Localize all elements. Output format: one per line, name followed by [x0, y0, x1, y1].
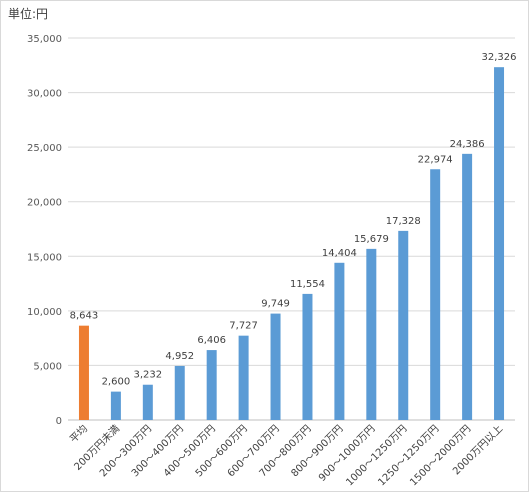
unit-label: 単位:円: [8, 7, 49, 21]
y-tick-label: 10,000: [27, 307, 62, 318]
data-label: 17,328: [386, 216, 421, 227]
bar: [430, 169, 441, 420]
x-category-label: 1250～1250万円: [376, 423, 441, 488]
data-label: 2,600: [102, 377, 131, 388]
x-category-label: 1000～1250万円: [344, 423, 409, 488]
data-label: 14,404: [322, 248, 357, 259]
y-tick-label: 5,000: [33, 361, 62, 372]
bar: [174, 365, 185, 420]
y-tick-label: 35,000: [27, 34, 62, 45]
data-label: 15,679: [354, 234, 389, 245]
bar: [270, 313, 281, 420]
bar: [142, 384, 153, 420]
data-label: 6,406: [197, 335, 226, 346]
data-label: 3,232: [134, 370, 163, 381]
y-tick-label: 20,000: [27, 198, 62, 209]
bar: [366, 248, 377, 420]
data-label: 8,643: [70, 311, 99, 322]
bar: [302, 293, 313, 420]
bar: [206, 350, 217, 420]
bar: [462, 153, 473, 420]
bar: [110, 391, 121, 420]
y-tick-label: 15,000: [27, 252, 62, 263]
data-label: 9,749: [261, 299, 290, 310]
data-label: 22,974: [418, 154, 453, 165]
x-category-label: 1500～2000万円: [408, 423, 473, 488]
y-tick-label: 25,000: [27, 143, 62, 154]
y-tick-label: 0: [56, 416, 62, 427]
bar: [238, 335, 249, 420]
y-tick-label: 30,000: [27, 89, 62, 100]
bar: [78, 325, 89, 420]
x-category-label: 900～1000万円: [317, 423, 377, 483]
data-label: 11,554: [290, 279, 325, 290]
data-label: 4,952: [165, 351, 194, 362]
bar: [334, 262, 345, 420]
x-category-label: 平均: [67, 423, 90, 446]
bar: [494, 67, 505, 420]
bar: [398, 230, 409, 420]
data-label: 24,386: [450, 139, 485, 150]
data-label: 7,727: [229, 321, 258, 332]
data-label: 32,326: [482, 52, 517, 63]
